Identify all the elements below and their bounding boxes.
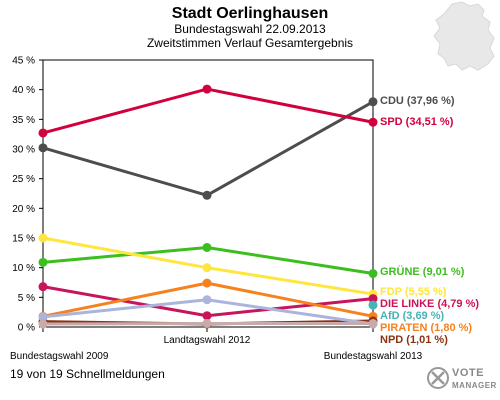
data-point (202, 318, 212, 328)
data-point (38, 257, 48, 267)
series-label: PIRATEN (1,80 %) (380, 322, 472, 334)
data-point (368, 294, 378, 304)
series-label: SPD (34,51 %) (380, 116, 454, 128)
series-label: DIE LINKE (4,79 %) (380, 298, 479, 310)
data-point (368, 269, 378, 279)
series-label: AfD (3,69 %) (380, 310, 445, 322)
vote-manager-logo: VOTE MANAGER (427, 367, 497, 390)
chart-title: Stadt Oerlinghausen (172, 5, 328, 22)
y-tick-label: 30 % (12, 145, 35, 156)
data-point (202, 295, 212, 305)
data-point (202, 242, 212, 252)
data-point (202, 311, 212, 321)
logo-text-manager: MANAGER (452, 381, 497, 390)
data-point (368, 97, 378, 107)
data-point (202, 190, 212, 200)
x-tick-label: Bundestagswahl 2009 (10, 351, 109, 362)
y-tick-label: 25 % (12, 174, 35, 185)
data-point (38, 128, 48, 138)
data-point (202, 263, 212, 273)
y-tick-label: 5 % (18, 293, 35, 304)
series-label: FDP (5,55 %) (380, 286, 447, 298)
chart-subtitle-2: Zweitstimmen Verlauf Gesamtergebnis (147, 36, 353, 50)
y-tick-label: 20 % (12, 204, 35, 215)
series-label: GRÜNE (9,01 %) (380, 265, 465, 278)
data-point (368, 300, 378, 310)
series-line (42, 100, 374, 197)
data-point (38, 282, 48, 292)
y-tick-label: 40 % (12, 85, 35, 96)
data-point (202, 278, 212, 288)
y-axis: 0 % 5 % 10 % 15 % 20 % 25 % 30 % 35 % 40 % 45 % (12, 56, 43, 334)
germany-map-icon (433, 1, 495, 71)
series-line (42, 87, 374, 135)
data-point (38, 233, 48, 243)
x-tick-label: Bundestagswahl 2013 (324, 351, 423, 362)
data-point (368, 318, 378, 328)
data-point (38, 312, 48, 322)
data-point (202, 84, 212, 94)
x-tick-label: Landtagswahl 2012 (164, 335, 251, 346)
y-tick-label: 0 % (18, 323, 35, 334)
y-tick-label: 45 % (12, 56, 35, 67)
y-tick-label: 35 % (12, 115, 35, 126)
series-labels: CDU (37,96 %) SPD (34,51 %) GRÜNE (9,01 %)… (380, 95, 479, 346)
data-point (38, 143, 48, 153)
x-axis: Bundestagswahl 2009 Landtagswahl 2012 Bund… (10, 327, 423, 362)
y-tick-label: 15 % (12, 234, 35, 245)
data-point (38, 319, 48, 329)
logo-text-vote: VOTE (452, 367, 484, 379)
status-text: 19 von 19 Schnellmeldungen (10, 367, 165, 381)
series-label: NPD (1,01 %) (380, 334, 448, 346)
y-tick-label: 10 % (12, 263, 35, 274)
series-label: CDU (37,96 %) (380, 95, 455, 107)
series-layer (38, 84, 378, 329)
data-point (368, 117, 378, 127)
chart-subtitle: Bundestagswahl 22.09.2013 (174, 22, 326, 36)
